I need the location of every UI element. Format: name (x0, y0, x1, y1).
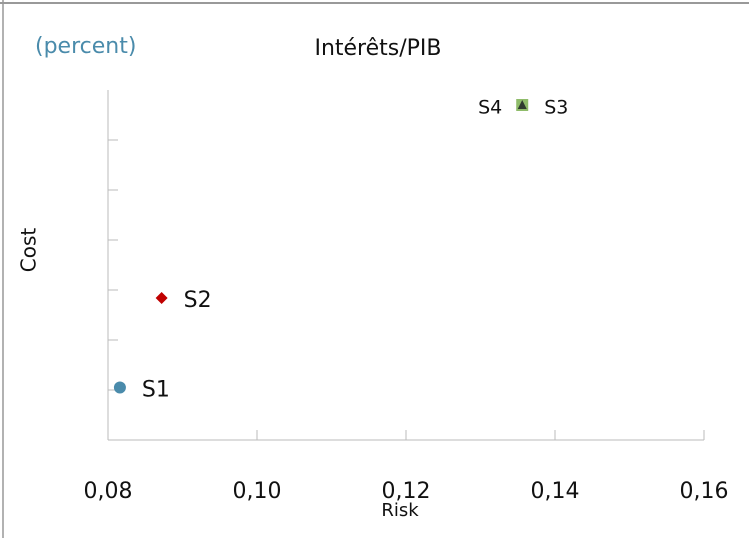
point (517, 100, 527, 109)
x-tick-label: 0,14 (531, 479, 580, 504)
point-label: S2 (184, 288, 212, 313)
x-tick-label: 0,10 (233, 479, 282, 504)
x-tick-label: 0,16 (680, 479, 729, 504)
x-tick-label: 0,08 (84, 479, 133, 504)
x-tick-label: 0,12 (382, 479, 431, 504)
y-axis-label: Cost (17, 228, 41, 273)
chart-title: Intérêts/PIB (314, 36, 441, 61)
point-label: S4 (478, 97, 502, 119)
point (113, 381, 126, 394)
subtitle: (percent) (35, 34, 136, 59)
point-label: S1 (142, 378, 170, 403)
point-label: S3 (544, 97, 568, 119)
x-axis-label: Risk (381, 500, 419, 521)
point (155, 292, 168, 304)
